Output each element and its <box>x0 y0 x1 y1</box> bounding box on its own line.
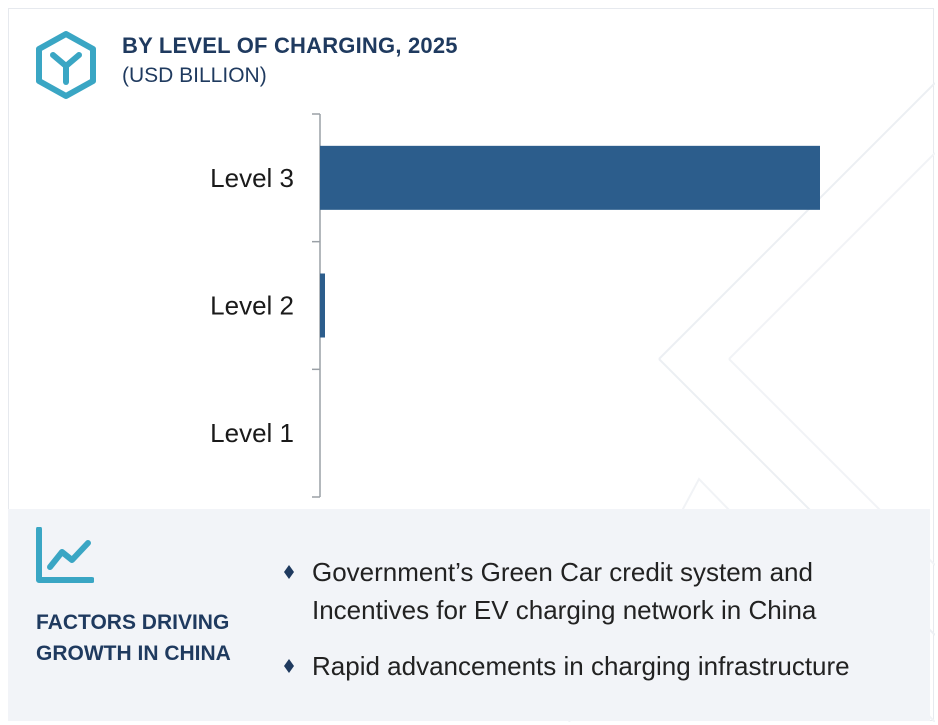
bar-chart: Level 3 Level 2 Level 1 <box>210 113 820 498</box>
cube-y-hexagon-icon <box>36 31 96 99</box>
category-label: Level 2 <box>210 291 294 321</box>
factor-item: Rapid advancements in charging infrastru… <box>280 647 920 685</box>
chart-title: BY LEVEL OF CHARGING, 2025 <box>122 33 458 58</box>
category-label: Level 1 <box>210 418 294 448</box>
bar-level-3 <box>320 145 820 210</box>
factor-item: Government’s Green Car credit system and… <box>280 553 920 629</box>
diamond-bullet-icon <box>284 659 294 673</box>
line-chart-trend-icon <box>36 527 94 583</box>
factors-list: Government’s Green Car credit system and… <box>280 553 920 685</box>
factor-text: Rapid advancements in charging infrastru… <box>312 651 850 681</box>
factors-title: FACTORS DRIVING GROWTH IN CHINA <box>36 611 231 665</box>
factor-text: Government’s Green Car credit system and… <box>312 557 817 625</box>
diamond-bullet-icon <box>284 565 294 579</box>
factors-panel: FACTORS DRIVING GROWTH IN CHINA Governme… <box>8 509 930 721</box>
chart-subtitle: (USD BILLION) <box>122 64 267 87</box>
category-label: Level 3 <box>210 163 294 193</box>
bar-level-2 <box>320 273 325 338</box>
